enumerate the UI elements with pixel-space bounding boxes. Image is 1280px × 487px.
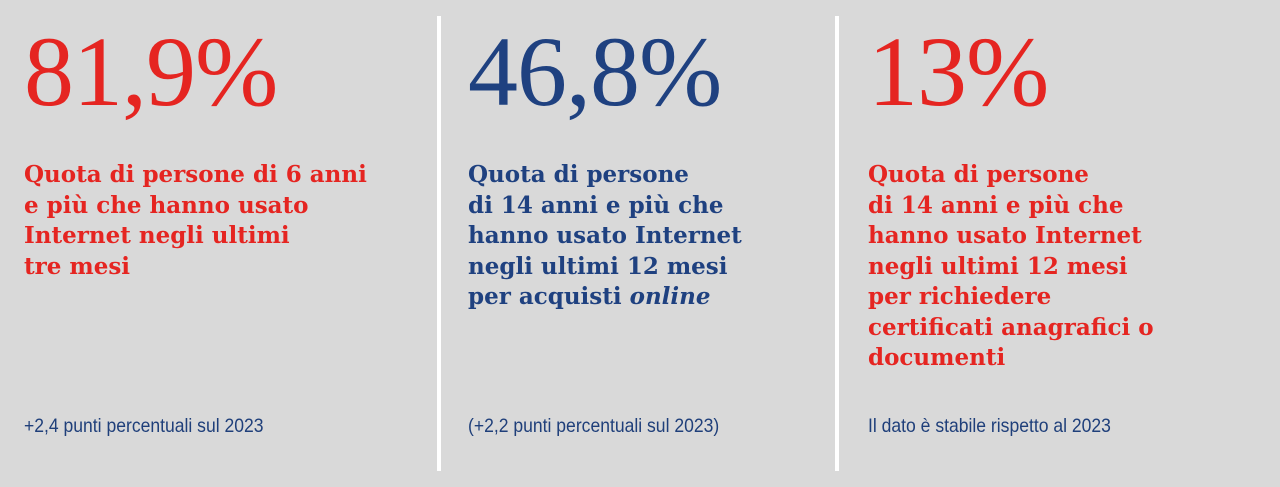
description-line: documenti <box>868 344 1006 371</box>
panel-divider-2 <box>835 16 839 471</box>
stat-panel-3: 13% Quota di persone di 14 anni e più ch… <box>868 0 1268 487</box>
description-line: e più che hanno usato <box>24 191 309 219</box>
stat-description-1: Quota di persone di 6 anni e più che han… <box>24 160 367 282</box>
stat-note-3: Il dato è stabile rispetto al 2023 <box>868 415 1111 437</box>
description-line: negli ultimi 12 mesi <box>868 252 1128 280</box>
description-line: hanno usato Internet <box>468 222 742 249</box>
description-line: di 14 anni e più che <box>868 191 1124 219</box>
description-text: per acquisti <box>468 283 630 310</box>
panel-divider-1 <box>437 16 441 471</box>
description-line: negli ultimi 12 mesi <box>468 252 728 280</box>
stat-note-2: (+2,2 punti percentuali sul 2023) <box>468 415 720 437</box>
description-line: Quota di persone di 6 anni <box>24 161 367 188</box>
stat-value-2: 46,8% <box>468 16 722 127</box>
stat-description-3: Quota di persone di 14 anni e più che ha… <box>868 160 1154 374</box>
description-line: Internet negli ultimi <box>24 222 290 249</box>
description-line: per richiedere <box>868 283 1052 310</box>
stat-panel-1: 81,9% Quota di persone di 6 anni e più c… <box>24 0 424 487</box>
description-line: per acquisti online <box>468 282 742 313</box>
description-line: Quota di persone <box>868 161 1089 188</box>
description-line: Quota di persone <box>468 161 689 188</box>
stat-value-1: 81,9% <box>24 16 278 127</box>
description-line: hanno usato Internet <box>868 222 1142 249</box>
stat-value-3: 13% <box>868 16 1049 127</box>
description-line: tre mesi <box>24 252 131 280</box>
description-line: certificati anagrafici o <box>868 313 1154 341</box>
description-line: di 14 anni e più che <box>468 191 724 219</box>
stat-panel-2: 46,8% Quota di persone di 14 anni e più … <box>468 0 828 487</box>
description-italic: online <box>629 283 711 310</box>
stat-note-1: +2,4 punti percentuali sul 2023 <box>24 415 264 437</box>
stat-description-2: Quota di persone di 14 anni e più che ha… <box>468 160 742 313</box>
